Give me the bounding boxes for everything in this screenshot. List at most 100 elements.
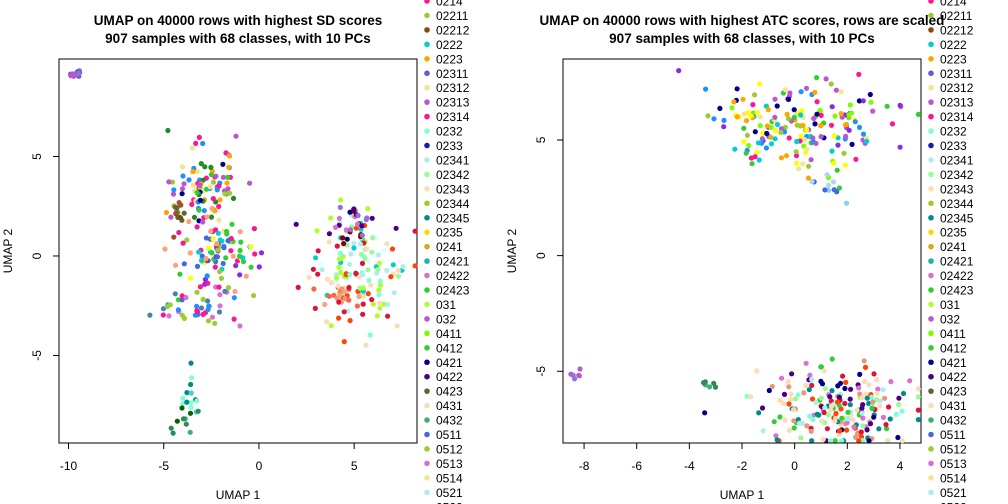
scatter-point bbox=[806, 387, 812, 393]
scatter-point bbox=[200, 311, 206, 317]
right-x-axis-label: UMAP 1 bbox=[720, 488, 765, 502]
legend-label: 031 bbox=[940, 298, 960, 312]
scatter-point bbox=[224, 180, 230, 186]
x-tick-label: -5 bbox=[158, 459, 169, 473]
scatter-point bbox=[191, 214, 198, 220]
scatter-point bbox=[194, 224, 200, 230]
scatter-point bbox=[227, 190, 233, 196]
scatter-point bbox=[801, 390, 807, 396]
scatter-point bbox=[181, 181, 187, 187]
legend-label: 02345 bbox=[436, 211, 470, 225]
scatter-point bbox=[845, 409, 851, 415]
legend-label: 0412 bbox=[940, 341, 967, 355]
scatter-point bbox=[337, 292, 343, 298]
scatter-point bbox=[788, 391, 794, 397]
x-tick-label: 2 bbox=[844, 459, 851, 473]
scatter-point bbox=[194, 398, 200, 404]
scatter-point bbox=[907, 378, 913, 384]
scatter-point bbox=[791, 107, 797, 113]
scatter-point bbox=[186, 218, 192, 225]
scatter-point bbox=[326, 239, 332, 245]
scatter-point bbox=[295, 284, 301, 290]
scatter-point bbox=[376, 292, 382, 298]
scatter-point bbox=[171, 187, 177, 193]
legend-marker bbox=[928, 402, 934, 409]
scatter-point bbox=[825, 412, 832, 418]
scatter-point bbox=[869, 405, 875, 411]
scatter-point bbox=[360, 285, 366, 291]
scatter-point bbox=[341, 241, 347, 247]
scatter-point bbox=[829, 104, 835, 110]
scatter-point bbox=[357, 241, 363, 247]
scatter-point bbox=[388, 274, 394, 280]
scatter-point bbox=[333, 275, 340, 281]
scatter-point bbox=[800, 161, 806, 167]
scatter-point bbox=[788, 397, 794, 403]
legend-label: 02341 bbox=[436, 153, 470, 167]
scatter-point bbox=[760, 130, 766, 136]
scatter-point bbox=[233, 133, 239, 139]
scatter-point bbox=[365, 291, 371, 297]
scatter-point bbox=[222, 288, 228, 294]
scatter-point bbox=[180, 416, 187, 422]
scatter-point bbox=[364, 246, 370, 252]
scatter-point bbox=[842, 162, 848, 168]
scatter-point bbox=[809, 438, 815, 444]
scatter-point bbox=[252, 251, 258, 257]
scatter-point bbox=[343, 227, 349, 233]
scatter-point bbox=[199, 253, 205, 259]
scatter-point bbox=[226, 153, 233, 159]
scatter-point bbox=[344, 236, 350, 242]
legend-label: 0222 bbox=[436, 38, 463, 52]
legend-marker bbox=[928, 214, 934, 221]
left-y-axis: -5 0 5 bbox=[30, 153, 60, 361]
scatter-point bbox=[857, 371, 863, 377]
scatter-point bbox=[741, 125, 747, 131]
scatter-point bbox=[147, 312, 153, 318]
scatter-point bbox=[746, 143, 752, 149]
legend-label: 0513 bbox=[436, 457, 463, 471]
legend-marker bbox=[424, 186, 430, 192]
scatter-point bbox=[229, 221, 235, 227]
scatter-point bbox=[841, 150, 847, 156]
scatter-point bbox=[867, 421, 874, 427]
scatter-point bbox=[177, 271, 183, 277]
scatter-point bbox=[221, 245, 227, 251]
scatter-point bbox=[754, 109, 760, 115]
scatter-point bbox=[827, 394, 833, 400]
scatter-point bbox=[856, 385, 862, 391]
scatter-point bbox=[231, 316, 237, 322]
scatter-point bbox=[225, 238, 231, 244]
scatter-point bbox=[831, 160, 837, 166]
legend-label: 032 bbox=[940, 312, 960, 326]
scatter-point bbox=[804, 146, 810, 152]
scatter-point bbox=[835, 383, 841, 389]
scatter-point bbox=[864, 427, 870, 433]
right-x-axis: -8 -6 -4 -2 0 2 4 bbox=[579, 442, 904, 473]
scatter-point bbox=[833, 87, 840, 93]
scatter-point bbox=[395, 273, 402, 279]
scatter-point bbox=[849, 141, 855, 147]
scatter-point bbox=[202, 164, 208, 170]
legend-marker bbox=[928, 84, 934, 91]
scatter-point bbox=[864, 138, 870, 144]
scatter-point bbox=[187, 250, 193, 256]
scatter-point bbox=[168, 214, 174, 220]
y-tick-label: 5 bbox=[534, 136, 548, 143]
scatter-point bbox=[173, 262, 179, 268]
scatter-point bbox=[833, 410, 839, 417]
legend-marker bbox=[424, 27, 430, 33]
legend-marker bbox=[928, 113, 934, 120]
legend-marker bbox=[424, 0, 430, 4]
scatter-point bbox=[759, 405, 766, 411]
scatter-point bbox=[748, 113, 754, 119]
scatter-point bbox=[859, 410, 865, 416]
scatter-point bbox=[875, 386, 881, 392]
scatter-point bbox=[884, 426, 890, 432]
scatter-point bbox=[237, 272, 243, 278]
scatter-point bbox=[787, 90, 793, 96]
scatter-point bbox=[857, 391, 863, 397]
scatter-point bbox=[804, 127, 810, 133]
scatter-point bbox=[220, 161, 226, 167]
legend-label: 0514 bbox=[940, 471, 967, 485]
